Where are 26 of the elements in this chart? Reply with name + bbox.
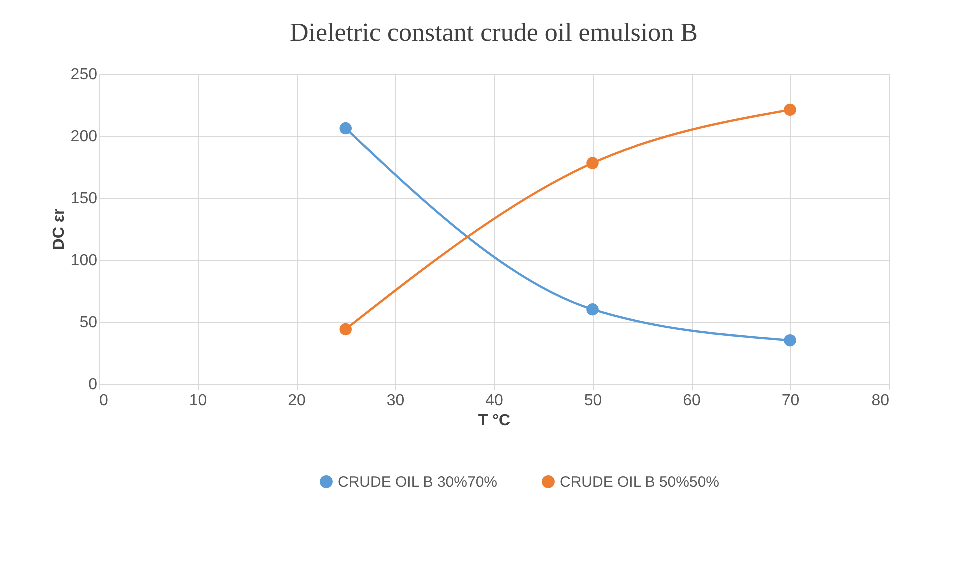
y-tick-label: 0 (88, 376, 98, 394)
chart-title: Dieletric constant crude oil emulsion B (290, 18, 698, 47)
point (784, 104, 796, 116)
point (340, 122, 352, 135)
x-tick-label: 70 (782, 392, 800, 410)
point (586, 157, 599, 170)
legend-label: CRUDE OIL B 30%70% (338, 474, 498, 491)
x-tick-label: 60 (683, 392, 701, 410)
y-tick-label: 250 (70, 66, 98, 84)
x-tick-label: 10 (189, 392, 208, 410)
x-tick-label: 30 (386, 392, 405, 410)
x-axis-title: T °C (478, 412, 512, 430)
y-tick-label: 200 (70, 128, 98, 146)
x-tick-label: 0 (100, 392, 108, 410)
y-axis-title: DC εr (50, 208, 68, 250)
x-tick-label: 20 (288, 392, 306, 410)
x-tick-label: 40 (486, 392, 504, 410)
point (586, 303, 599, 316)
point (340, 323, 352, 336)
y-tick-label: 150 (70, 190, 98, 208)
x-tick-label: 80 (872, 392, 890, 410)
y-tick-label: 50 (80, 314, 98, 332)
x-tick-label: 50 (584, 392, 602, 410)
legend-label: CRUDE OIL B 50%50% (560, 474, 720, 491)
y-tick-label: 100 (70, 252, 98, 270)
point (784, 334, 796, 347)
